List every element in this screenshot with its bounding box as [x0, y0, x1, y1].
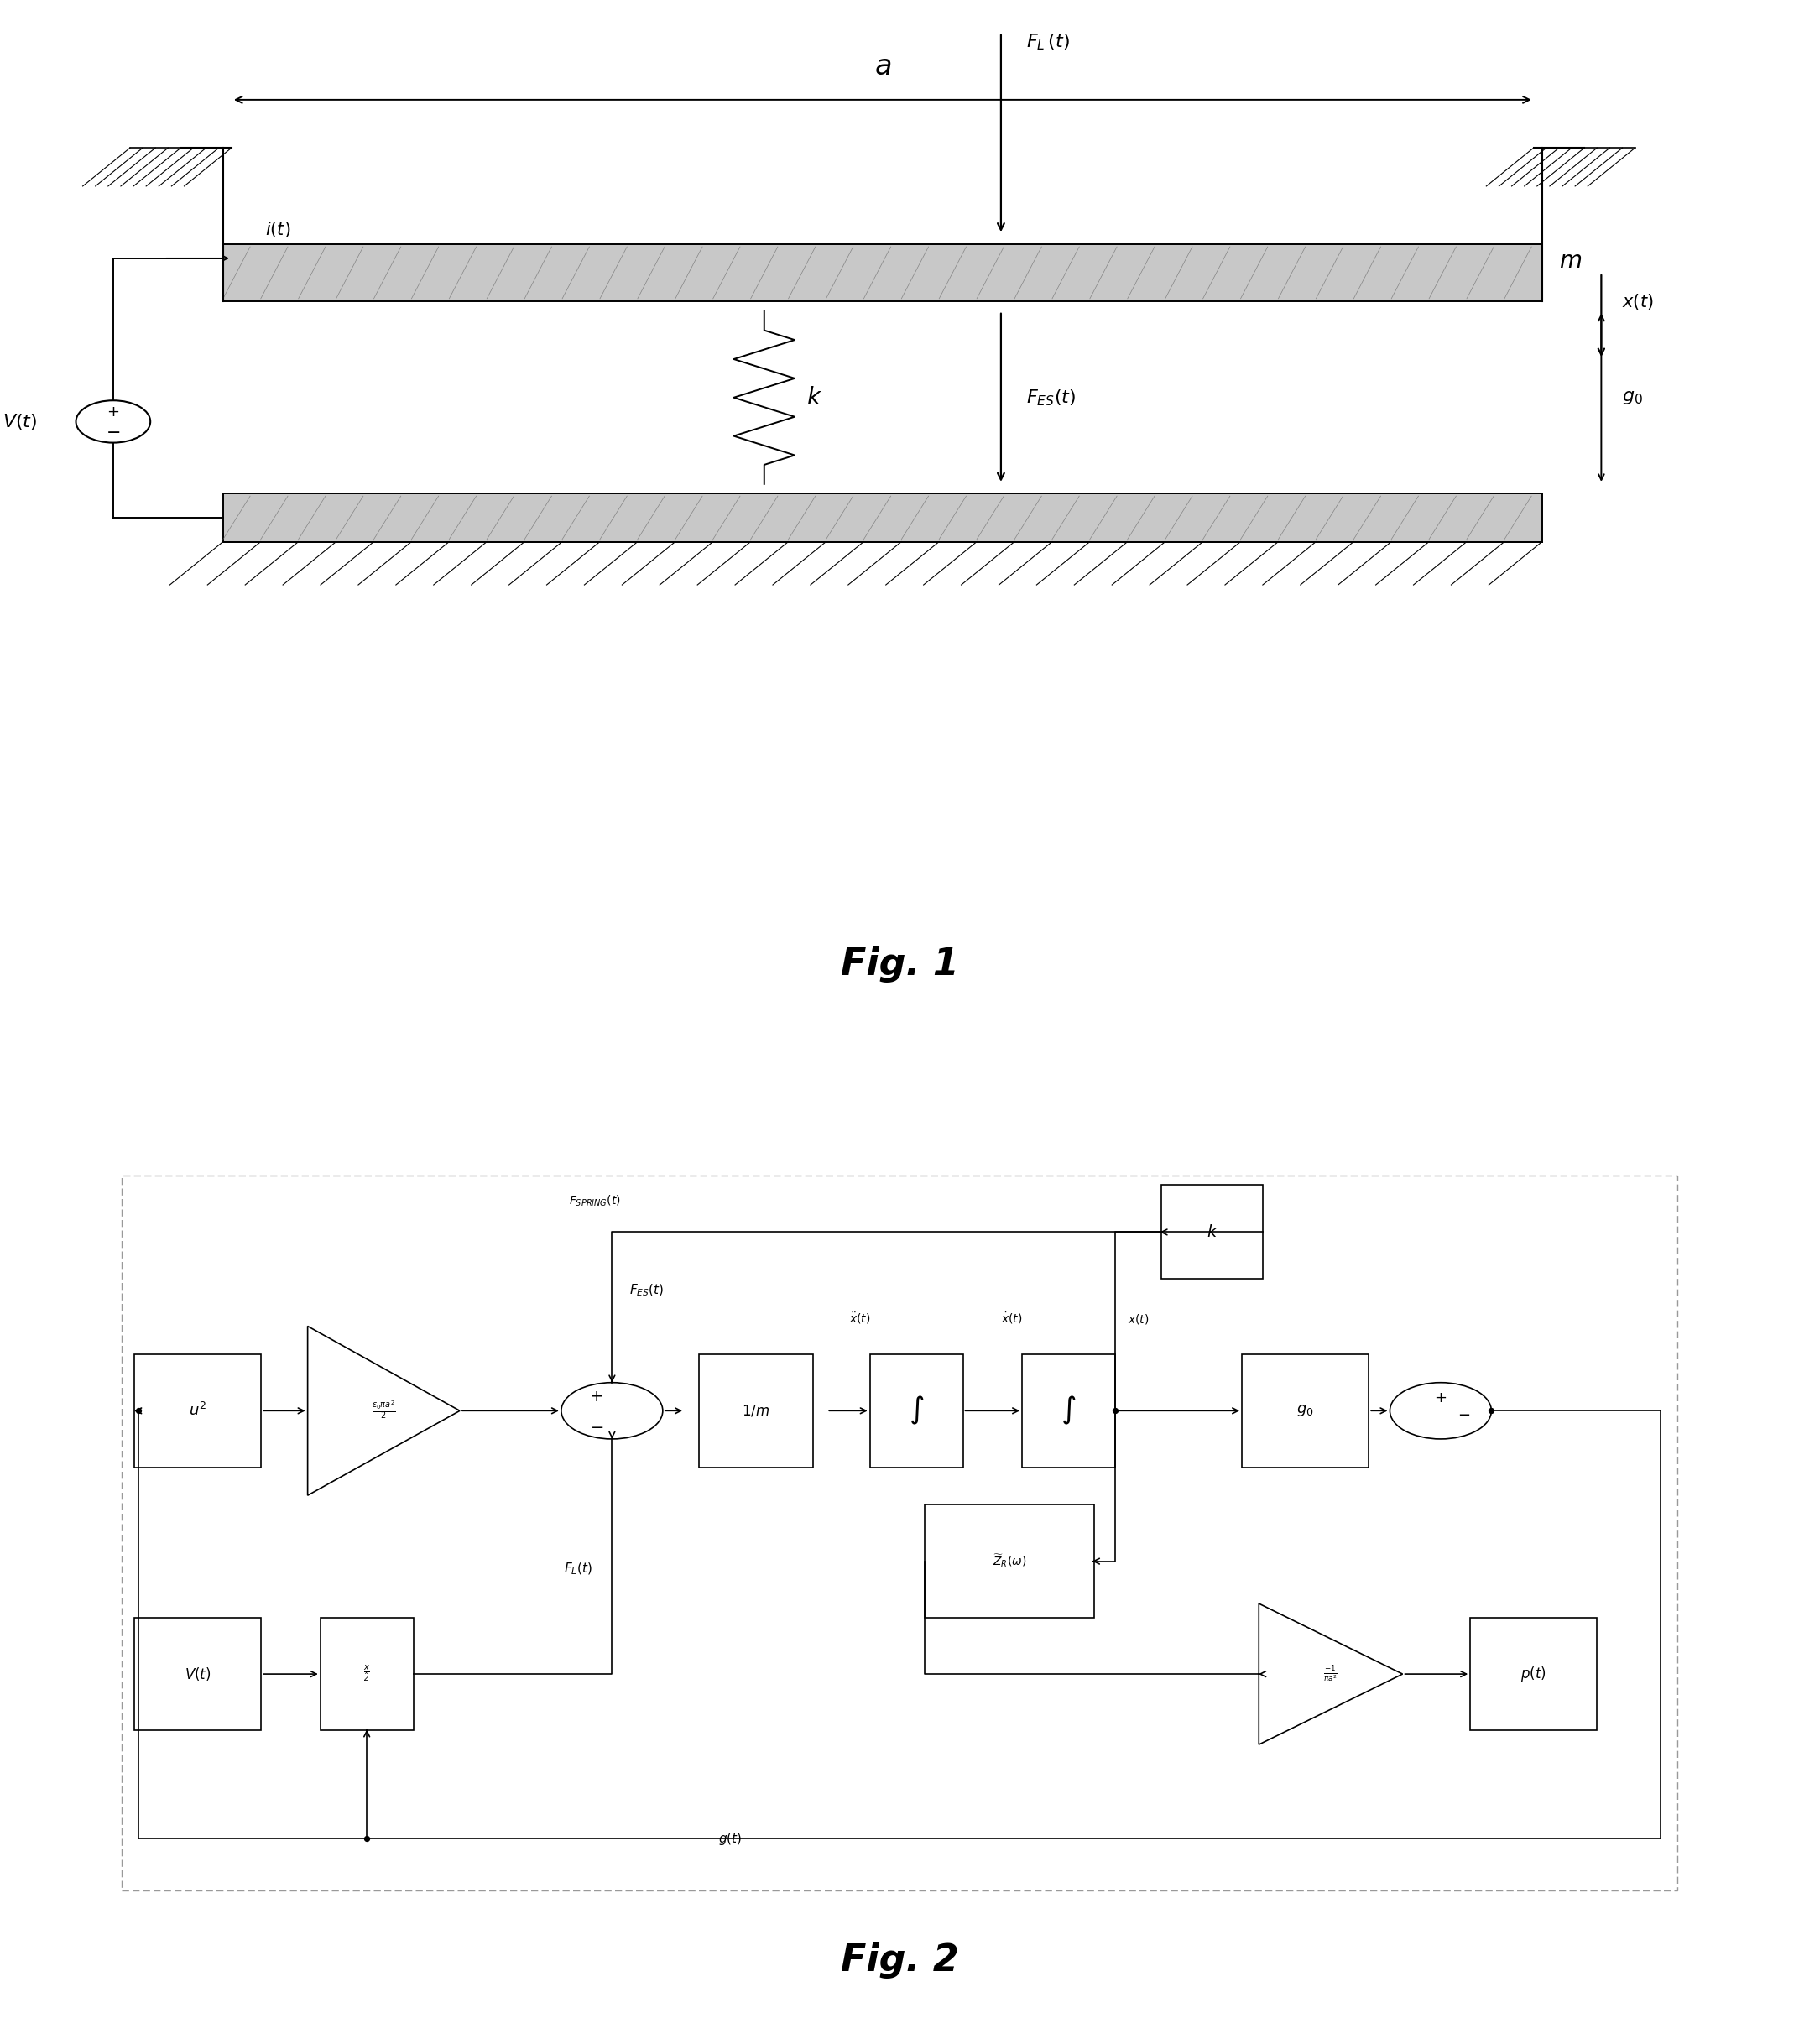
Text: $1/m$: $1/m$ [741, 1404, 770, 1419]
Text: $F_L\,(t)$: $F_L\,(t)$ [1025, 33, 1070, 53]
Text: $g(t)$: $g(t)$ [718, 1831, 743, 1846]
Bar [871, 1355, 962, 1468]
Text: $\dot{x}(t)$: $\dot{x}(t)$ [1000, 1312, 1022, 1327]
Text: $\frac{\varepsilon_0\pi a^2}{2}$: $\frac{\varepsilon_0\pi a^2}{2}$ [372, 1400, 396, 1423]
Text: $-$: $-$ [590, 1419, 604, 1435]
Bar [925, 1504, 1094, 1617]
Bar [223, 493, 1542, 542]
Text: $i(t)$: $i(t)$ [266, 221, 291, 239]
Text: $V(t)$: $V(t)$ [2, 413, 38, 431]
Text: $-$: $-$ [1457, 1406, 1470, 1421]
Text: $\int$: $\int$ [1061, 1394, 1076, 1427]
Text: $k$: $k$ [806, 386, 822, 409]
Text: $u^2$: $u^2$ [189, 1402, 207, 1419]
Text: $-$: $-$ [106, 423, 121, 439]
Text: Fig. 2: Fig. 2 [840, 1942, 959, 1979]
Point [353, 1823, 381, 1856]
Text: $\int$: $\int$ [908, 1394, 925, 1427]
Text: $F_L(t)$: $F_L(t)$ [565, 1562, 592, 1576]
Text: $\frac{-1}{\pi a^2}$: $\frac{-1}{\pi a^2}$ [1324, 1664, 1338, 1684]
Text: $a$: $a$ [874, 53, 891, 80]
Bar [320, 1617, 414, 1731]
Bar [135, 1355, 261, 1468]
Point [1477, 1394, 1506, 1427]
Text: $x(t)$: $x(t)$ [1128, 1312, 1150, 1327]
Text: $\ddot{x}(t)$: $\ddot{x}(t)$ [849, 1312, 871, 1327]
Bar [1241, 1355, 1369, 1468]
Bar [1470, 1617, 1598, 1731]
Text: Fig. 1: Fig. 1 [840, 946, 959, 983]
Text: $x(t)$: $x(t)$ [1621, 292, 1653, 311]
Polygon shape [308, 1327, 461, 1496]
Text: $p(t)$: $p(t)$ [1520, 1664, 1547, 1684]
Bar [223, 243, 1542, 300]
Text: $g_0$: $g_0$ [1297, 1404, 1313, 1419]
Polygon shape [1259, 1602, 1403, 1746]
Bar [135, 1617, 261, 1731]
Text: $g_0$: $g_0$ [1621, 388, 1642, 407]
Text: $\frac{x}{\hat{z}}$: $\frac{x}{\hat{z}}$ [363, 1664, 371, 1684]
Text: $F_{ES}(t)$: $F_{ES}(t)$ [630, 1282, 664, 1298]
Text: $V(t)$: $V(t)$ [185, 1666, 210, 1682]
Bar [122, 1175, 1677, 1891]
Bar [698, 1355, 813, 1468]
Text: $m$: $m$ [1560, 249, 1581, 274]
Text: +: + [106, 405, 119, 419]
Text: $F_{SPRING}(t)$: $F_{SPRING}(t)$ [568, 1194, 621, 1208]
Bar [1162, 1186, 1263, 1280]
Text: +: + [1434, 1390, 1446, 1406]
Point [1101, 1394, 1130, 1427]
Point [124, 1394, 153, 1427]
Bar [1022, 1355, 1115, 1468]
Text: +: + [590, 1388, 604, 1404]
Text: $k$: $k$ [1207, 1224, 1218, 1241]
Text: $\widetilde{Z}_R(\omega)$: $\widetilde{Z}_R(\omega)$ [993, 1553, 1027, 1570]
Text: $F_{ES}(t)$: $F_{ES}(t)$ [1025, 388, 1076, 407]
